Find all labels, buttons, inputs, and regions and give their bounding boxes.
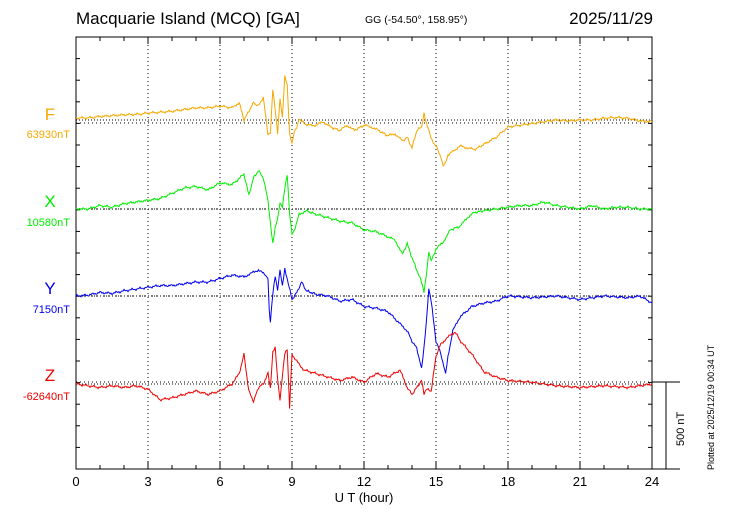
x-tick-label: 15 bbox=[429, 474, 443, 489]
x-tick-label: 12 bbox=[357, 474, 371, 489]
grid-layer bbox=[76, 37, 652, 469]
x-tick-label: 9 bbox=[288, 474, 295, 489]
series-line-x bbox=[75, 170, 653, 293]
plotted-timestamp: Plotted at 2025/12/19 00:34 UT bbox=[706, 344, 716, 470]
series-name-f: F bbox=[45, 105, 55, 124]
x-tick-label: 0 bbox=[72, 474, 79, 489]
x-tick-label: 6 bbox=[216, 474, 223, 489]
series-name-x: X bbox=[44, 192, 55, 211]
plot-date: 2025/11/29 bbox=[569, 9, 653, 28]
geographic-coordinates: GG (-54.50°, 158.95°) bbox=[365, 14, 468, 26]
x-tick-label: 21 bbox=[573, 474, 587, 489]
x-tick-label: 3 bbox=[144, 474, 151, 489]
x-tick-label: 24 bbox=[645, 474, 659, 489]
series-line-y bbox=[75, 268, 653, 374]
scale-bar: 500 nT bbox=[652, 381, 687, 470]
series-baseline-label-z: -62640nT bbox=[23, 391, 70, 403]
series-name-z: Z bbox=[45, 366, 55, 385]
x-axis-label: U T (hour) bbox=[335, 490, 394, 505]
series-line-f bbox=[76, 75, 653, 168]
series-baseline-label-x: 10580nT bbox=[27, 217, 71, 229]
x-tick-label: 18 bbox=[501, 474, 515, 489]
baselines-layer bbox=[76, 119, 652, 385]
station-title: Macquarie Island (MCQ) [GA] bbox=[76, 9, 300, 28]
series-name-y: Y bbox=[44, 279, 55, 298]
scale-bar-label: 500 nT bbox=[675, 411, 687, 446]
labels-layer: F 63930nT X 10580nT Y 7150nT Z -62640nT bbox=[23, 105, 70, 403]
ticks-layer: 0 3 6 9 12 15 18 21 24 bbox=[72, 36, 659, 489]
series-baseline-label-f: 63930nT bbox=[27, 129, 71, 141]
series-layer bbox=[75, 75, 653, 409]
series-line-z bbox=[75, 331, 653, 409]
series-baseline-label-y: 7150nT bbox=[33, 304, 71, 316]
